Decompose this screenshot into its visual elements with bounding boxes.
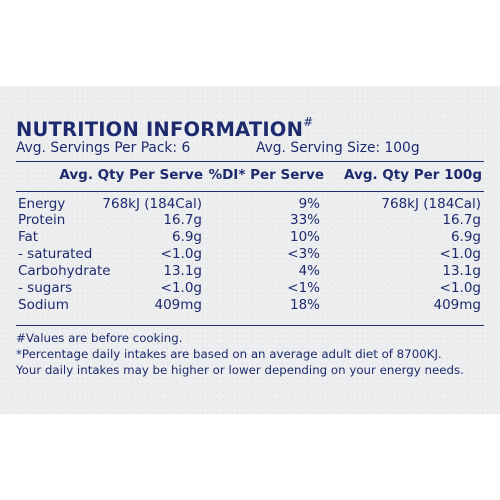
row-label: Energy (18, 196, 66, 212)
servings-per-pack: Avg. Servings Per Pack: 6 (16, 140, 191, 156)
row-per-serve: 13.1g (163, 263, 202, 279)
nutrition-panel (0, 86, 500, 414)
header-per-serve: Avg. Qty Per Serve (59, 167, 203, 183)
title-mark: # (303, 115, 314, 129)
row-per-serve: 768kJ (184Cal) (102, 196, 202, 212)
row-per-100g: 16.7g (442, 212, 481, 228)
row-di: 9% (298, 196, 320, 212)
divider-bottom (16, 325, 484, 326)
nutrition-title: NUTRITION INFORMATION# (16, 115, 314, 141)
row-per-serve: 6.9g (171, 229, 202, 245)
row-di: 33% (289, 212, 320, 228)
header-di-per-serve: %DI* Per Serve (208, 167, 324, 183)
row-label: Carbohydrate (18, 263, 111, 279)
divider-top (16, 161, 484, 162)
row-per-serve: 16.7g (163, 212, 202, 228)
header-per-100g: Avg. Qty Per 100g (344, 167, 482, 183)
row-per-100g: 768kJ (184Cal) (381, 196, 481, 212)
row-di: <1% (287, 280, 320, 296)
row-per-serve: 409mg (154, 297, 203, 313)
row-per-100g: <1.0g (439, 246, 481, 262)
row-label: Fat (18, 229, 39, 245)
row-per-100g: 6.9g (450, 229, 481, 245)
row-di: <3% (287, 246, 320, 262)
footnote-daily-intake: *Percentage daily intakes are based on a… (16, 347, 442, 361)
row-di: 10% (289, 229, 320, 245)
row-per-serve: <1.0g (160, 280, 202, 296)
row-label: - saturated (18, 246, 93, 262)
row-label: - sugars (18, 280, 73, 296)
row-di: 4% (298, 263, 320, 279)
row-per-100g: 13.1g (442, 263, 481, 279)
row-di: 18% (289, 297, 320, 313)
footnote-energy-needs: Your daily intakes may be higher or lowe… (16, 363, 464, 377)
row-per-100g: 409mg (433, 297, 482, 313)
row-label: Sodium (18, 297, 69, 313)
row-per-serve: <1.0g (160, 246, 202, 262)
footnote-cooking: #Values are before cooking. (16, 331, 183, 345)
row-per-100g: <1.0g (439, 280, 481, 296)
title-text: NUTRITION INFORMATION (16, 118, 304, 141)
serving-size: Avg. Serving Size: 100g (256, 140, 420, 156)
row-label: Protein (18, 212, 66, 228)
divider-header (16, 191, 484, 192)
